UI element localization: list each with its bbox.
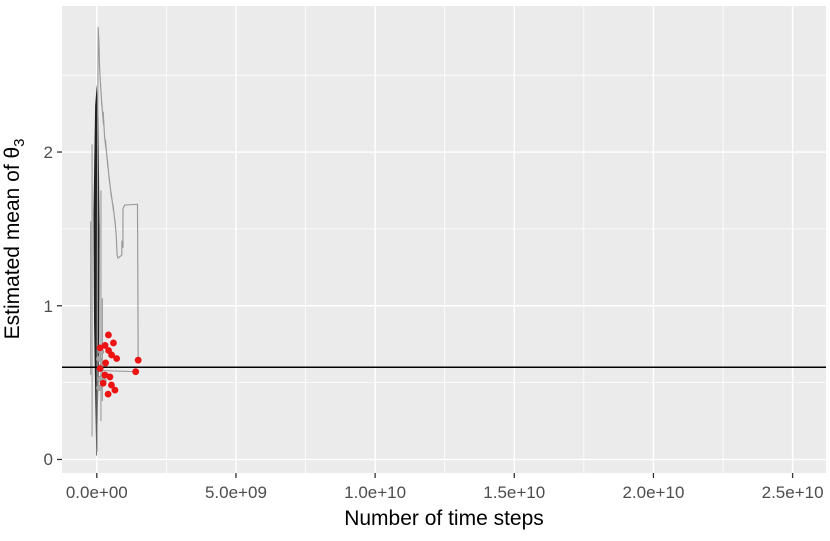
y-axis-title: Estimated mean of θ3 — [1, 7, 31, 471]
red-estimate-point — [132, 368, 140, 376]
x-axis-tick-label: 2.0e+10 — [622, 483, 685, 502]
red-estimate-point — [108, 351, 116, 359]
y-axis-title-text: Estimated mean of θ — [1, 146, 24, 340]
red-estimate-point — [104, 390, 112, 398]
grey-estimate-point — [96, 384, 103, 391]
x-axis-tick-label: 1.5e+10 — [483, 483, 546, 502]
red-estimate-point — [134, 356, 142, 364]
plot-panel — [62, 6, 826, 473]
y-axis-tick-label: 0 — [43, 450, 53, 470]
red-estimate-point — [96, 365, 104, 372]
red-estimate-point — [106, 373, 114, 381]
x-axis-title: Number of time steps — [344, 507, 544, 530]
red-estimate-point — [102, 359, 110, 367]
red-estimate-point — [105, 331, 112, 339]
trajectory-dense-band — [93, 84, 100, 457]
x-axis-tick-label: 2.5e+10 — [761, 483, 824, 502]
x-axis-tick-label: 5.0e+09 — [204, 483, 267, 502]
red-estimate-point — [110, 339, 117, 347]
red-estimate-point — [99, 379, 107, 387]
y-axis-tick-label: 1 — [43, 296, 53, 316]
plot-area — [62, 6, 826, 473]
trajectory-line — [96, 26, 139, 452]
grey-estimate-point — [96, 355, 103, 362]
x-axis-tick-label: 0.0e+00 — [65, 483, 128, 502]
y-axis-title-subscript: 3 — [12, 138, 29, 147]
red-estimate-point — [111, 386, 119, 394]
x-axis-tick-label: 1.0e+10 — [344, 483, 407, 502]
red-estimate-point — [96, 344, 104, 352]
red-estimate-point — [113, 355, 121, 362]
grey-connector-line — [99, 369, 136, 373]
y-axis-tick-label: 2 — [43, 143, 53, 163]
red-estimate-point — [108, 381, 115, 389]
